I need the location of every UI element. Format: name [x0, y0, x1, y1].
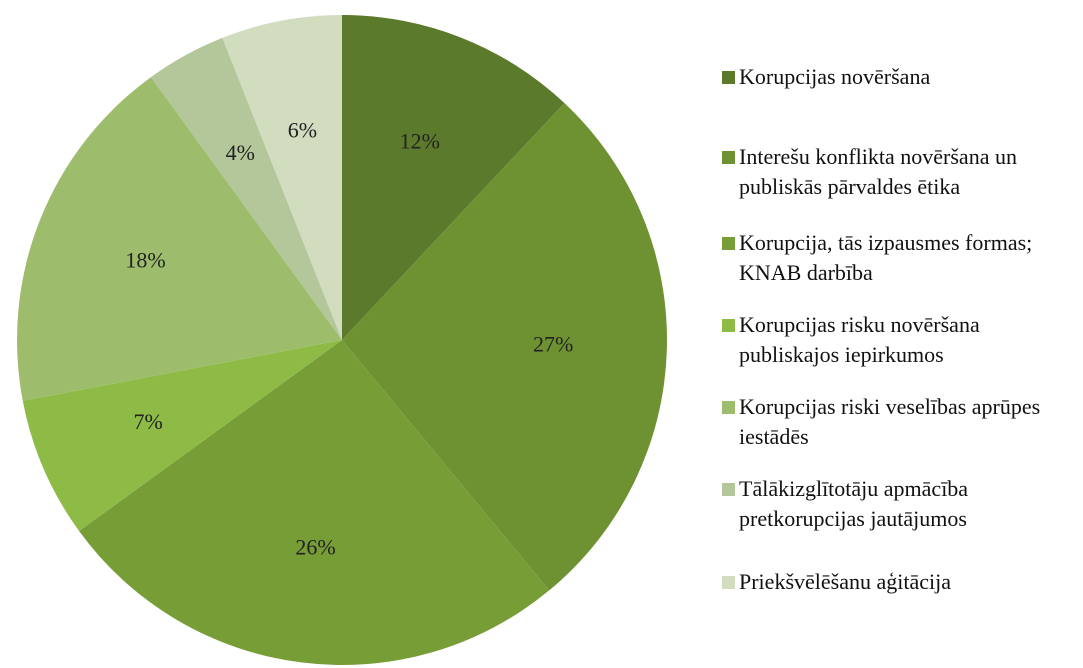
- legend-label: Interešu konflikta novēršana un publiskā…: [739, 144, 1017, 199]
- legend-label: Korupcijas risku novēršana publiskajos i…: [739, 312, 980, 367]
- legend-item: Korupcija, tās izpausmes formas; KNAB da…: [722, 228, 1083, 288]
- pie-slice: [79, 340, 550, 665]
- legend-swatch: [722, 151, 735, 164]
- data-label: 6%: [288, 118, 317, 143]
- legend-item: Tālākizglītotāju apmācība pretkorupcijas…: [722, 474, 1083, 534]
- legend-label: Korupcija, tās izpausmes formas; KNAB da…: [739, 230, 1033, 285]
- pie-slice: [22, 340, 342, 532]
- data-label: 4%: [226, 140, 255, 165]
- pie-slice: [17, 77, 342, 401]
- pie-slice: [342, 15, 565, 340]
- legend-label: Priekšvēlēšanu aģitācija: [739, 569, 951, 594]
- legend-swatch: [722, 71, 735, 84]
- legend-swatch: [722, 401, 735, 414]
- legend-swatch: [722, 319, 735, 332]
- data-label: 12%: [400, 129, 440, 154]
- legend-swatch: [722, 483, 735, 496]
- legend-item: Korupcijas risku novēršana publiskajos i…: [722, 310, 1083, 370]
- data-label: 7%: [133, 409, 162, 434]
- pie: 12% 27% 26% 7% 18% 4% 6%: [17, 15, 667, 665]
- pie-slice: [222, 15, 342, 340]
- legend-swatch: [722, 237, 735, 250]
- data-label: 27%: [533, 332, 573, 357]
- legend-item: Korupcijas novēršana: [722, 62, 1083, 92]
- legend-label: Tālākizglītotāju apmācība pretkorupcijas…: [739, 476, 969, 531]
- legend-label: Korupcijas novēršana: [739, 64, 931, 89]
- legend-label: Korupcijas riski veselības aprūpes iestā…: [739, 394, 1041, 449]
- legend-item: Korupcijas riski veselības aprūpes iestā…: [722, 392, 1083, 452]
- data-label: 26%: [295, 535, 335, 560]
- legend-item: Priekšvēlēšanu aģitācija: [722, 567, 1083, 597]
- legend-item: Interešu konflikta novēršana un publiskā…: [722, 142, 1083, 202]
- pie-slice: [342, 103, 667, 591]
- legend-swatch: [722, 576, 735, 589]
- data-label: 18%: [125, 247, 165, 272]
- pie-slice: [150, 37, 342, 341]
